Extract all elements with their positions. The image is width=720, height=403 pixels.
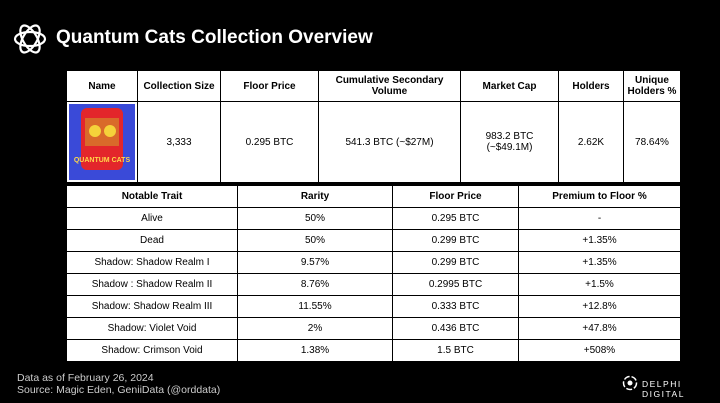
traits-table: Notable Trait Rarity Floor Price Premium to… xyxy=(66,185,681,362)
cell: +12.8% xyxy=(518,295,681,318)
cell: 1.38% xyxy=(237,339,393,362)
cell: Alive xyxy=(66,207,238,230)
brand: DELPHI DIGITAL xyxy=(642,379,685,399)
cell: 50% xyxy=(237,207,393,230)
image-text: QUANTUM CATS xyxy=(74,157,131,164)
cell: 1.5 BTC xyxy=(392,339,519,362)
cell: 0.295 BTC xyxy=(220,101,319,183)
column-header: Name xyxy=(66,70,138,102)
cell: 11.55% xyxy=(237,295,393,318)
cell: 3,333 xyxy=(137,101,221,183)
cell: 0.295 BTC xyxy=(392,207,519,230)
cell: 2.62K xyxy=(558,101,624,183)
footer-line: Source: Magic Eden, GeniiData (@orddata) xyxy=(17,384,221,396)
table-body: Alive 50% 0.295 BTC - Dead 50% 0.299 BTC +1.35%… xyxy=(66,207,681,362)
cell: 50% xyxy=(237,229,393,252)
column-header: Floor Price xyxy=(392,185,519,208)
data-row: QUANTUM CATS 3,333 0.295 BTC 541.3 BTC (~$… xyxy=(66,101,681,183)
overview-table: Name Collection Size Floor Price Cumulative… xyxy=(66,70,681,183)
cell: 2% xyxy=(237,317,393,340)
row: Shadow: Shadow Realm III 11.55% 0.333 BTC +… xyxy=(66,295,681,318)
cell: 0.333 BTC xyxy=(392,295,519,318)
cell: 0.2995 BTC xyxy=(392,273,519,296)
row: Alive 50% 0.295 BTC - xyxy=(66,207,681,230)
column-header: Holders xyxy=(558,70,624,102)
column-header: Unique Holders % xyxy=(623,70,681,102)
title: Quantum Cats Collection Overview xyxy=(56,27,373,48)
cell: 0.299 BTC xyxy=(392,229,519,252)
column-header: Market Cap xyxy=(460,70,559,102)
cell: 983.2 BTC (~$49.1M) xyxy=(460,101,559,183)
cell: +1.35% xyxy=(518,229,681,252)
cell: +1.5% xyxy=(518,273,681,296)
column-header: Collection Size xyxy=(137,70,221,102)
column-header: Rarity xyxy=(237,185,393,208)
image-cell: QUANTUM CATS xyxy=(66,101,138,183)
cell: 0.436 BTC xyxy=(392,317,519,340)
cell: Shadow: Crimson Void xyxy=(66,339,238,362)
column-header: Premium to Floor % xyxy=(518,185,681,208)
row: Shadow: Crimson Void 1.38% 1.5 BTC +508% xyxy=(66,339,681,362)
column-header: Notable Trait xyxy=(66,185,238,208)
cell: Shadow: Violet Void xyxy=(66,317,238,340)
cell: 8.76% xyxy=(237,273,393,296)
column-header: Cumulative Secondary Volume xyxy=(318,70,461,102)
cell: +1.35% xyxy=(518,251,681,274)
collection-image: QUANTUM CATS xyxy=(69,104,135,180)
row: Shadow: Shadow Realm I 9.57% 0.299 BTC +1.3… xyxy=(66,251,681,274)
brand-logo xyxy=(622,375,638,391)
cell: 9.57% xyxy=(237,251,393,274)
cell: - xyxy=(518,207,681,230)
cell: Shadow: Shadow Realm I xyxy=(66,251,238,274)
row: Shadow: Violet Void 2% 0.436 BTC +47.8% xyxy=(66,317,681,340)
cell: +47.8% xyxy=(518,317,681,340)
row: Shadow : Shadow Realm II 8.76% 0.2995 BTC +… xyxy=(66,273,681,296)
footer: Data as of February 26, 2024 Source: Magi… xyxy=(17,372,220,396)
cell: Dead xyxy=(66,229,238,252)
footer-line: Data as of February 26, 2024 xyxy=(17,372,154,384)
header-row: Notable Trait Rarity Floor Price Premium to… xyxy=(66,185,681,208)
header-row: Name Collection Size Floor Price Cumulative… xyxy=(66,70,681,102)
cell: Shadow : Shadow Realm II xyxy=(66,273,238,296)
logo xyxy=(13,24,47,54)
row: Dead 50% 0.299 BTC +1.35% xyxy=(66,229,681,252)
cell: 541.3 BTC (~$27M) xyxy=(318,101,461,183)
cell: 0.299 BTC xyxy=(392,251,519,274)
cell: 78.64% xyxy=(623,101,681,183)
cell: +508% xyxy=(518,339,681,362)
cell: Shadow: Shadow Realm III xyxy=(66,295,238,318)
column-header: Floor Price xyxy=(220,70,319,102)
